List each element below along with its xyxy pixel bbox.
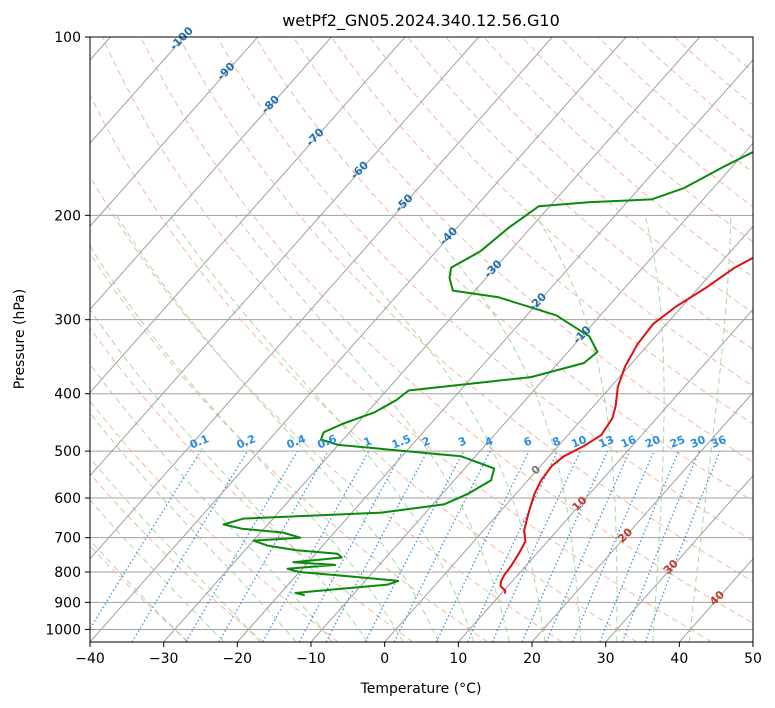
isotherm-line [90, 37, 627, 642]
moist-adiabat-line [644, 215, 665, 642]
mixing-ratio-label: 16 [619, 433, 638, 451]
profile-series [222, 150, 753, 597]
moist-adiabat-line [116, 215, 439, 642]
isotherm-line [90, 37, 406, 394]
x-tick-label: −40 [75, 651, 105, 667]
isotherm-line [90, 37, 332, 311]
mixing-ratio-label: 8 [550, 434, 562, 449]
isotherm-line [310, 142, 753, 642]
mixing-ratio-label: 3 [456, 434, 468, 449]
dry-adiabat-line [216, 37, 753, 542]
moist-adiabat-line [90, 499, 225, 642]
dry-adiabat-line [254, 37, 753, 502]
mixing-ratio-line [521, 450, 609, 642]
mixing-ratio-line [572, 450, 655, 642]
y-axis-label: Pressure (hPa) [12, 289, 28, 389]
mixing-ratio-label: 1 [362, 434, 374, 449]
y-tick-label: 200 [54, 208, 81, 224]
isotherm-line [605, 474, 753, 642]
y-tick-label: 700 [54, 531, 81, 547]
isotherm-line [90, 37, 480, 477]
moist-adiabat-line [169, 215, 475, 642]
dry-adiabat-line [90, 175, 563, 642]
isotherm-line [457, 308, 753, 642]
moist-adiabat-line [90, 308, 369, 642]
isotherm-line [531, 391, 753, 642]
x-tick-label: 50 [744, 651, 762, 667]
mixing-ratio-label: 13 [597, 433, 616, 451]
dry-adiabat-line [90, 400, 339, 642]
mixing-ratio-label: 20 [643, 433, 662, 451]
mixing-ratio-line [545, 450, 631, 642]
dry-adiabat-line [90, 252, 488, 642]
isotherm-line [90, 37, 185, 144]
temperature-line [499, 256, 753, 594]
dry-adiabat-line [90, 545, 190, 642]
mixing-ratio-label: 2 [420, 434, 432, 449]
dry-adiabat-line [90, 93, 638, 642]
x-tick-label: −30 [149, 651, 179, 667]
isotherm-line [90, 37, 259, 228]
dry-adiabat-line [140, 37, 753, 624]
dry-adiabat-line [292, 37, 753, 463]
moist-adiabat-line [90, 539, 188, 642]
y-tick-label: 300 [54, 313, 81, 329]
dry-adiabat-line [102, 37, 712, 642]
mixing-ratio-label: 30 [688, 433, 707, 451]
x-tick-label: 40 [670, 651, 688, 667]
dry-adiabat-line [178, 37, 753, 583]
y-tick-label: 100 [54, 30, 81, 46]
mixing-ratio-line [599, 450, 680, 642]
x-tick-label: 20 [523, 651, 541, 667]
mixing-ratio-line [644, 450, 721, 642]
mixing-ratio-line [621, 450, 700, 642]
mixing-ratio-label: 10 [570, 433, 589, 451]
moist-adiabat-line [316, 214, 546, 642]
y-tick-label: 900 [54, 595, 81, 611]
moist-adiabat-line [90, 244, 404, 642]
dry-adiabat-line [369, 37, 753, 387]
x-tick-label: −20 [223, 651, 253, 667]
y-tick-label: 400 [54, 387, 81, 403]
mixing-ratio-line [325, 450, 429, 642]
plot-frame [89, 36, 754, 643]
mixing-ratio-label: 36 [709, 433, 728, 451]
skewed-isotherms [90, 37, 753, 642]
x-tick-label: 10 [449, 651, 467, 667]
isotherm-line [384, 225, 753, 642]
isotherm-line [752, 641, 753, 642]
y-tick-label: 800 [54, 565, 81, 581]
x-axis-label: Temperature (°C) [360, 681, 482, 697]
dry-adiabat-line [330, 37, 753, 425]
y-tick-label: 500 [54, 444, 81, 460]
mixing-ratio-line [298, 450, 404, 642]
y-axis: 100 200 300 400 500 600 700 800 900 1000 [45, 30, 90, 638]
moist-adiabat-line [418, 214, 582, 642]
moist-adiabat-line [688, 215, 732, 642]
mixing-ratio-label: 25 [668, 433, 687, 451]
moist-adiabat-line [234, 215, 510, 642]
moist-adiabat-line [90, 412, 297, 642]
x-tick-label: 30 [597, 651, 615, 667]
x-tick-label: −10 [296, 651, 326, 667]
isotherm-line [90, 37, 553, 560]
y-tick-label: 1000 [45, 622, 81, 638]
moist-adiabat-line [90, 457, 261, 642]
isotherm-line [236, 59, 753, 642]
dry-adiabat-line [90, 472, 264, 642]
x-tick-label: 0 [380, 651, 389, 667]
chart-title: wetPf2_GN05.2024.340.12.56.G10 [282, 11, 560, 31]
x-axis: −40 −30 −20 −10 0 10 20 30 40 50 [75, 642, 762, 667]
dewpoint-line [222, 150, 753, 597]
y-tick-label: 600 [54, 491, 81, 507]
